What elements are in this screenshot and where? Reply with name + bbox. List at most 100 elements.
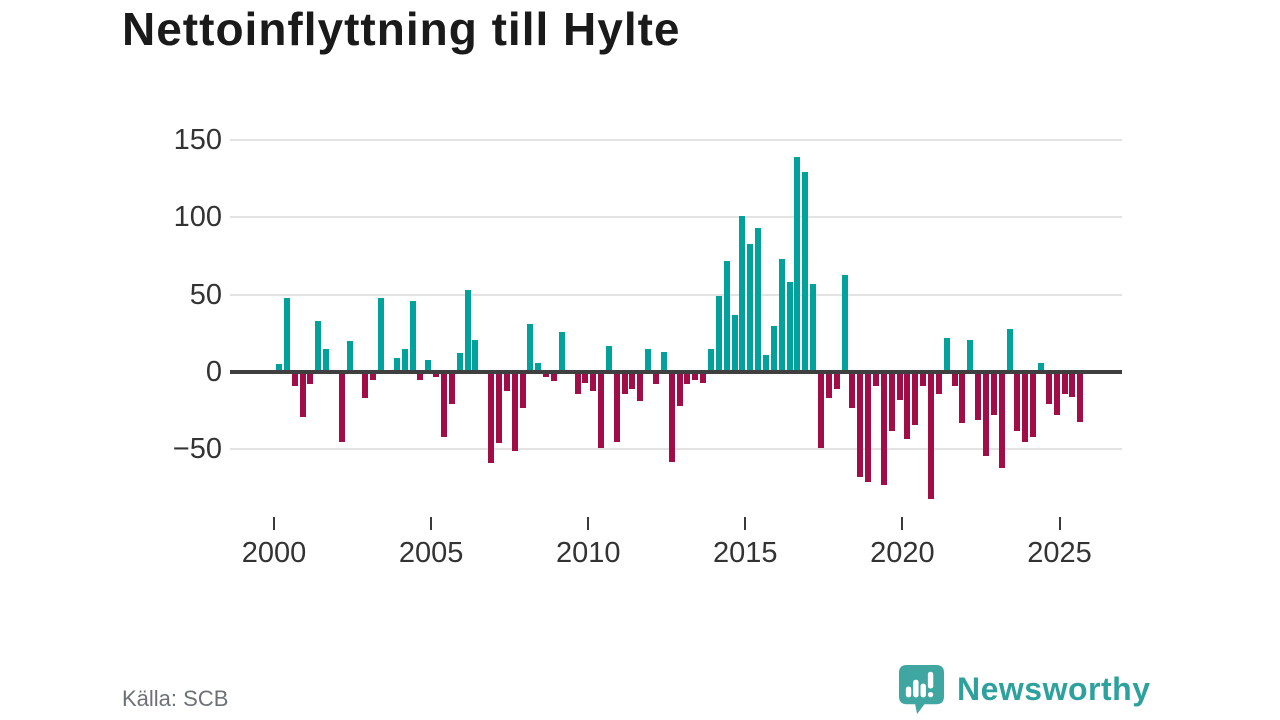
bar (590, 372, 597, 391)
bar (818, 372, 825, 448)
bar (975, 372, 982, 420)
bar (849, 372, 856, 408)
bar (495, 372, 502, 444)
bar (982, 372, 989, 456)
x-axis-label: 2000 (241, 537, 307, 569)
bar (653, 372, 660, 385)
bar (990, 372, 997, 416)
bar (472, 339, 479, 372)
bar (927, 372, 934, 499)
bar (535, 362, 542, 372)
bar (865, 372, 872, 482)
gridline (230, 216, 1122, 219)
bar (763, 354, 770, 372)
bar (731, 314, 738, 372)
bar (613, 372, 620, 442)
x-axis-tick (273, 517, 275, 530)
bar (715, 296, 722, 372)
bar (770, 325, 777, 372)
bar (425, 359, 432, 372)
bar (708, 348, 715, 372)
bar (1045, 372, 1052, 405)
bar (346, 341, 353, 372)
bar (755, 228, 762, 372)
bar (959, 372, 966, 424)
bar (778, 259, 785, 372)
bar (637, 372, 644, 402)
bar (700, 372, 707, 383)
y-axis-label: −50 (172, 433, 222, 466)
x-axis-tick (1058, 517, 1061, 530)
bar (873, 372, 879, 386)
bar (967, 339, 974, 372)
bar (1069, 372, 1076, 397)
bar (417, 372, 424, 380)
bar (307, 372, 314, 385)
bar (629, 372, 636, 390)
bar (1037, 362, 1044, 372)
gridline (230, 448, 1122, 451)
x-axis-label: 2010 (555, 537, 621, 569)
bar (794, 156, 801, 372)
bar (378, 297, 385, 372)
bar (660, 351, 667, 372)
x-axis-label: 2005 (398, 537, 464, 569)
bar (370, 372, 377, 380)
bar (511, 372, 518, 451)
source-note: Källa: SCB (122, 686, 229, 711)
bar (723, 260, 730, 372)
brand-name: Newsworthy (957, 671, 1151, 707)
y-axis-label: 100 (173, 201, 222, 234)
y-axis-label: 0 (205, 356, 222, 388)
bar (448, 372, 455, 405)
bar (904, 372, 911, 439)
bar (393, 358, 400, 372)
bar (1053, 372, 1060, 416)
bar (668, 372, 675, 462)
bar (739, 215, 746, 372)
bar (543, 372, 550, 377)
bar (998, 372, 1005, 468)
x-axis-tick (901, 517, 904, 530)
gridline (230, 138, 1122, 141)
bar (857, 372, 864, 478)
bar (833, 372, 840, 390)
bar (880, 372, 887, 485)
page-title: Nettoinflyttning till Hylte (122, 3, 681, 55)
bar (920, 372, 927, 386)
bar (692, 372, 699, 380)
bar (621, 372, 628, 394)
bar (645, 348, 652, 372)
bar (605, 345, 612, 372)
bar-chart-badge-icon (898, 665, 945, 714)
bar (841, 274, 848, 372)
bar (464, 290, 471, 372)
x-axis-label: 2020 (870, 537, 935, 569)
bar (323, 348, 330, 372)
newsworthy-logo: Newsworthy (898, 664, 1150, 715)
bar (527, 324, 534, 372)
gridline (230, 293, 1122, 296)
bar (362, 372, 369, 399)
bar (519, 372, 526, 408)
x-axis-label: 2025 (1027, 537, 1092, 569)
bar (951, 372, 958, 386)
bar (810, 283, 817, 372)
bar (684, 372, 691, 385)
bar (503, 372, 510, 391)
bar (935, 372, 942, 394)
y-axis-label: 50 (189, 278, 222, 311)
bar (582, 372, 589, 383)
bar (315, 320, 322, 372)
bar (456, 353, 463, 372)
bar (299, 372, 306, 417)
y-axis-label: 150 (173, 123, 222, 156)
bar (912, 372, 919, 425)
bar (747, 243, 754, 372)
bar (943, 337, 950, 372)
bar (283, 297, 290, 372)
bar (1022, 372, 1029, 442)
x-axis-tick (430, 517, 433, 530)
bar (896, 372, 903, 400)
